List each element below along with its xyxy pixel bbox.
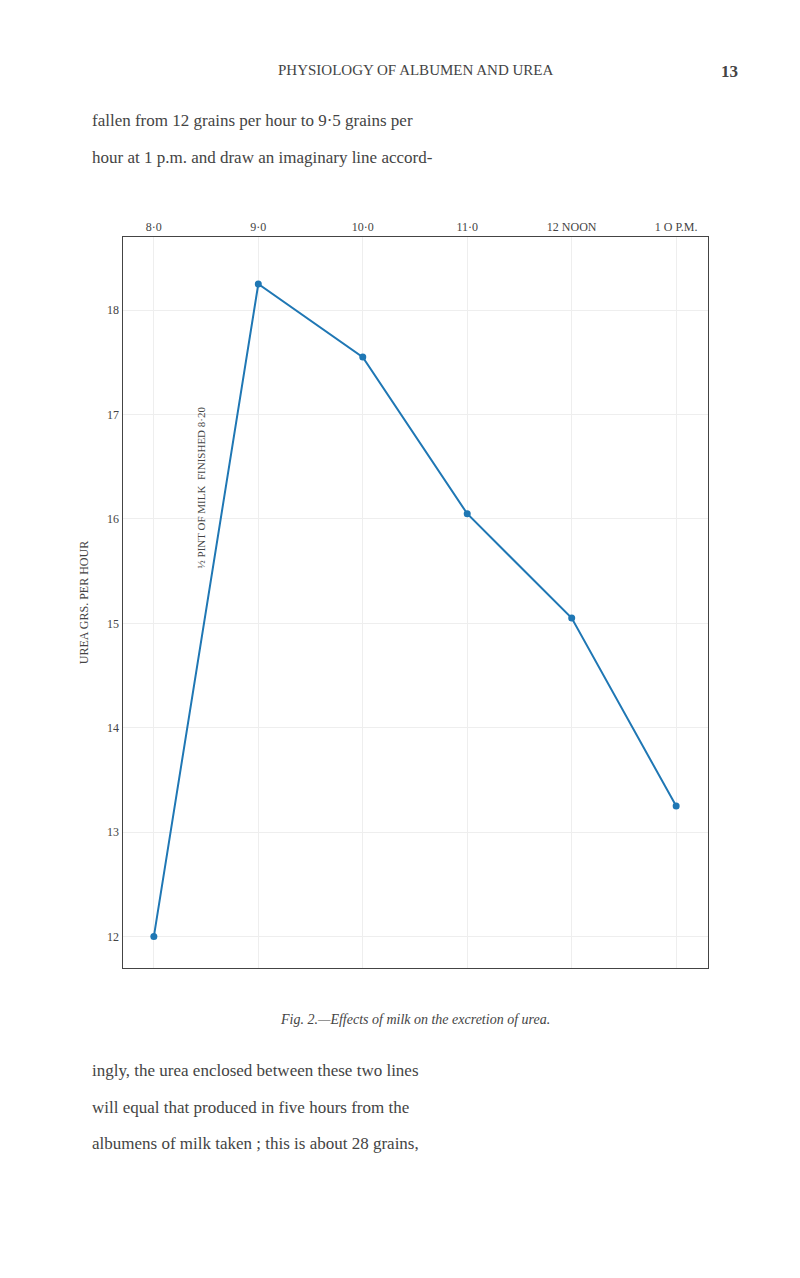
svg-text:15: 15 xyxy=(107,617,119,631)
svg-text:½ PINT OF MILK FINISHED 8·20: ½ PINT OF MILK FINISHED 8·20 xyxy=(195,407,207,569)
svg-text:11·0: 11·0 xyxy=(456,220,478,234)
svg-text:will equal that produced in fi: will equal that produced in five hours f… xyxy=(92,1098,409,1117)
svg-text:13: 13 xyxy=(721,62,738,81)
svg-text:albumens of milk taken ; this: albumens of milk taken ; this is about 2… xyxy=(92,1134,419,1153)
svg-text:9·0: 9·0 xyxy=(250,220,266,234)
svg-text:16: 16 xyxy=(107,512,119,526)
svg-text:12: 12 xyxy=(107,930,119,944)
svg-text:14: 14 xyxy=(107,721,119,735)
svg-text:PHYSIOLOGY OF ALBUMEN AND UREA: PHYSIOLOGY OF ALBUMEN AND UREA xyxy=(278,62,553,78)
svg-text:13: 13 xyxy=(107,825,119,839)
svg-text:UREA GRS. PER HOUR: UREA GRS. PER HOUR xyxy=(78,541,92,664)
svg-text:fallen from 12 grains per hour: fallen from 12 grains per hour to 9·5 gr… xyxy=(92,111,413,130)
svg-text:10·0: 10·0 xyxy=(352,220,374,234)
svg-text:12 NOON: 12 NOON xyxy=(547,220,597,234)
svg-text:17: 17 xyxy=(107,408,119,422)
svg-text:1 O P.M.: 1 O P.M. xyxy=(655,220,698,234)
svg-text:8·0: 8·0 xyxy=(146,220,162,234)
svg-text:Fig. 2.—Effects of milk on the: Fig. 2.—Effects of milk on the excretion… xyxy=(280,1012,550,1027)
svg-text:18: 18 xyxy=(107,303,119,317)
svg-text:hour at 1 p.m. and draw an ima: hour at 1 p.m. and draw an imaginary lin… xyxy=(92,148,433,167)
svg-text:ingly, the urea enclosed betwe: ingly, the urea enclosed between these t… xyxy=(92,1061,419,1080)
